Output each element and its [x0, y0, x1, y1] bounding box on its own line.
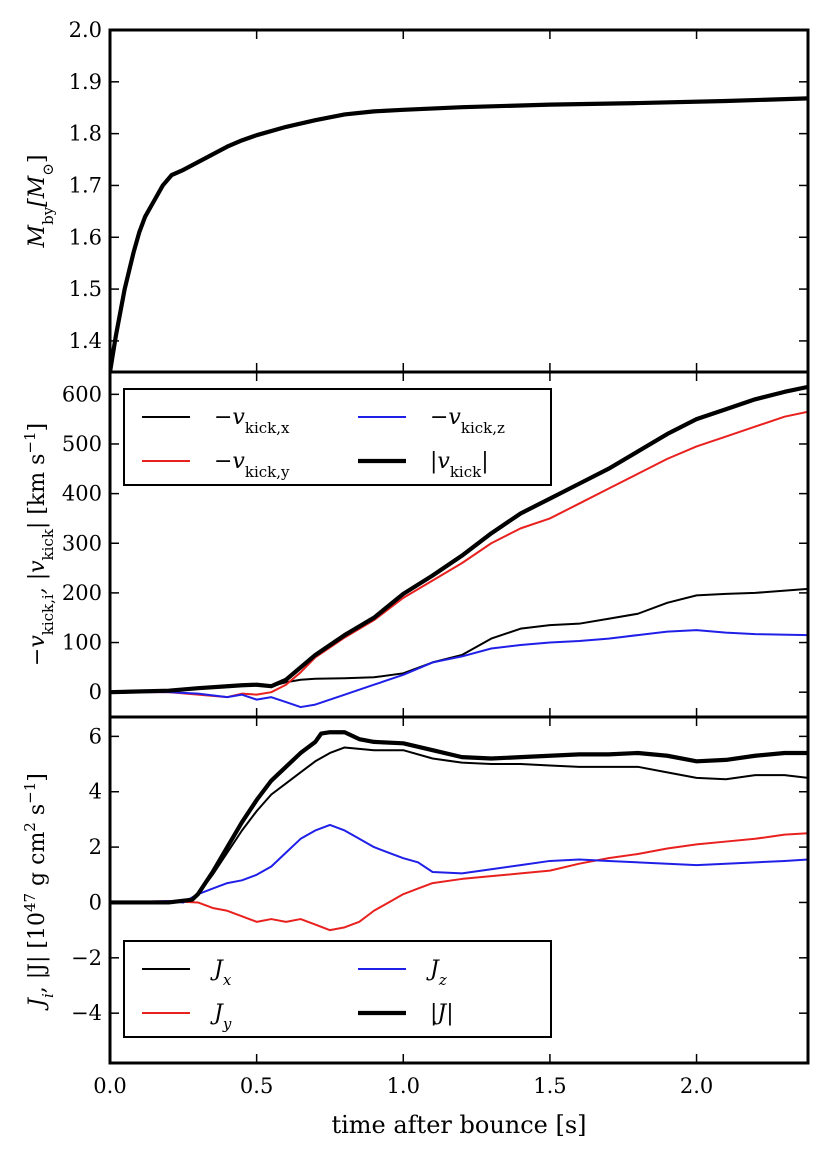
angmom-ytick-label-5: 6 — [89, 724, 102, 748]
kick-series-1 — [110, 410, 808, 699]
angmom-ylabel: Ji, |J| [1047 g cm2 s−1] — [21, 773, 57, 1011]
angmom-ytick-label-2: 0 — [89, 890, 102, 914]
kick-legend-label-3: |vkick| — [430, 449, 489, 481]
mass-ytick-label-4: 1.8 — [69, 122, 102, 146]
angmom-series-2 — [110, 823, 808, 904]
angmom-ytick-label-0: −4 — [71, 1001, 102, 1025]
angmom-xtick-label-0: 0.0 — [93, 1074, 126, 1098]
kick-yticks: 0 100 200 300 400 500 600 — [62, 382, 808, 704]
mass-ytick-label-2: 1.6 — [69, 225, 102, 249]
kick-series-3 — [110, 384, 808, 695]
kick-ytick-label-2: 200 — [62, 581, 102, 605]
angmom-legend-box — [123, 940, 552, 1038]
kick-series — [110, 384, 808, 709]
angmom-series — [110, 730, 808, 932]
angmom-xlabel: time after bounce [s] — [331, 1111, 586, 1139]
angmom-yticks: −4 −2 0 2 4 6 — [71, 724, 808, 1025]
angmom-series-1 — [110, 832, 808, 932]
panel-kick: 0 100 200 300 400 500 600−vkick,i, |vkick| [km… — [21, 370, 810, 719]
kick-series-2 — [110, 629, 808, 709]
kick-ytick-label-3: 300 — [62, 531, 102, 555]
angmom-xtick-label-2: 1.0 — [387, 1074, 420, 1098]
kick-legend-box — [123, 388, 552, 486]
kick-legend-label-0: −vkick,x — [214, 405, 290, 437]
kick-legend: −vkick,x −vkick,z −vkick,y |vkick| — [123, 388, 552, 486]
angmom-legend: Jx Jz Jy |J| — [123, 940, 552, 1038]
angmom-xtick-label-4: 2.0 — [680, 1074, 713, 1098]
kick-ytick-label-1: 100 — [62, 631, 102, 655]
kick-ytick-label-4: 400 — [62, 482, 102, 506]
angmom-xticks: 0.0 0.5 1.0 1.5 2.0 — [93, 717, 713, 1098]
angmom-series-3 — [110, 730, 808, 905]
mass-yticks: 1.4 1.5 1.6 1.7 1.8 1.9 2.0 — [69, 18, 808, 353]
kick-ytick-label-6: 600 — [62, 382, 102, 406]
angmom-ytick-label-1: −2 — [71, 946, 102, 970]
mass-ytick-label-5: 1.9 — [69, 70, 102, 94]
mass-ylabel: Mby[M⊙] — [25, 155, 57, 249]
angmom-legend-label-0: Jx — [210, 957, 232, 989]
angmom-frame — [108, 715, 810, 1065]
mass-frame — [108, 28, 810, 374]
kick-legend-label-1: −vkick,z — [430, 405, 505, 437]
angmom-xtick-label-1: 0.5 — [240, 1074, 273, 1098]
kick-series-0 — [110, 587, 808, 694]
mass-ytick-label-1: 1.5 — [69, 277, 102, 301]
angmom-series-0 — [110, 746, 808, 904]
angmom-legend-label-3: |J| — [430, 1001, 454, 1026]
mass-series-0 — [110, 96, 808, 372]
kick-legend-label-2: −vkick,y — [214, 449, 290, 481]
angmom-ytick-label-3: 2 — [89, 835, 102, 859]
mass-ytick-label-3: 1.7 — [69, 173, 102, 197]
mass-xticks — [109, 30, 698, 372]
angmom-ytick-label-4: 4 — [89, 780, 102, 804]
mass-ytick-label-6: 2.0 — [69, 18, 102, 42]
mass-series — [110, 96, 808, 372]
panel-angmom: −4 −2 0 2 4 6 0.0 0.5 1.0 1.5 2.0 Ji, |J| [1047 g c… — [21, 715, 810, 1139]
panel-mass: 1.4 1.5 1.6 1.7 1.8 1.9 2.0 Mby[M⊙] — [25, 18, 810, 374]
angmom-legend-label-1: Jz — [426, 957, 447, 989]
kick-ytick-label-0: 0 — [89, 680, 102, 704]
angmom-xtick-label-3: 1.5 — [533, 1074, 566, 1098]
angmom-legend-label-2: Jy — [210, 1001, 232, 1033]
mass-ytick-label-0: 1.4 — [69, 329, 102, 353]
kick-ytick-label-5: 500 — [62, 432, 102, 456]
kick-ylabel: −vkick,i, |vkick| [km s−1] — [21, 423, 57, 666]
